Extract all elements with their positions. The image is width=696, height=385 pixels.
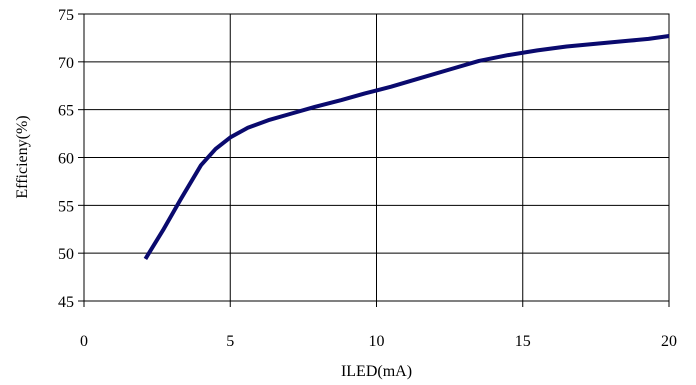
x-tick-label-10: 10 (369, 333, 385, 350)
x-axis-title: ILED(mA) (341, 363, 412, 380)
tick-labels: 45 50 55 60 65 70 75 0 5 10 15 20 (58, 7, 677, 350)
y-tick-label-55: 55 (58, 198, 74, 215)
series-line-0 (143, 34, 670, 260)
y-tick-label-75: 75 (58, 7, 74, 24)
x-tick-label-0: 0 (80, 333, 88, 350)
series (143, 34, 670, 260)
y-tick-label-45: 45 (58, 294, 74, 311)
gridlines (84, 14, 669, 301)
x-tick-label-20: 20 (661, 333, 677, 350)
y-axis-title: Efficieny(%) (14, 115, 31, 198)
axes (78, 13, 670, 307)
x-tick-label-15: 15 (515, 333, 531, 350)
y-tick-label-70: 70 (58, 55, 74, 72)
y-tick-label-60: 60 (58, 151, 74, 168)
y-tick-label-65: 65 (58, 103, 74, 120)
x-tick-label-5: 5 (226, 333, 234, 350)
y-tick-label-50: 50 (58, 246, 74, 263)
